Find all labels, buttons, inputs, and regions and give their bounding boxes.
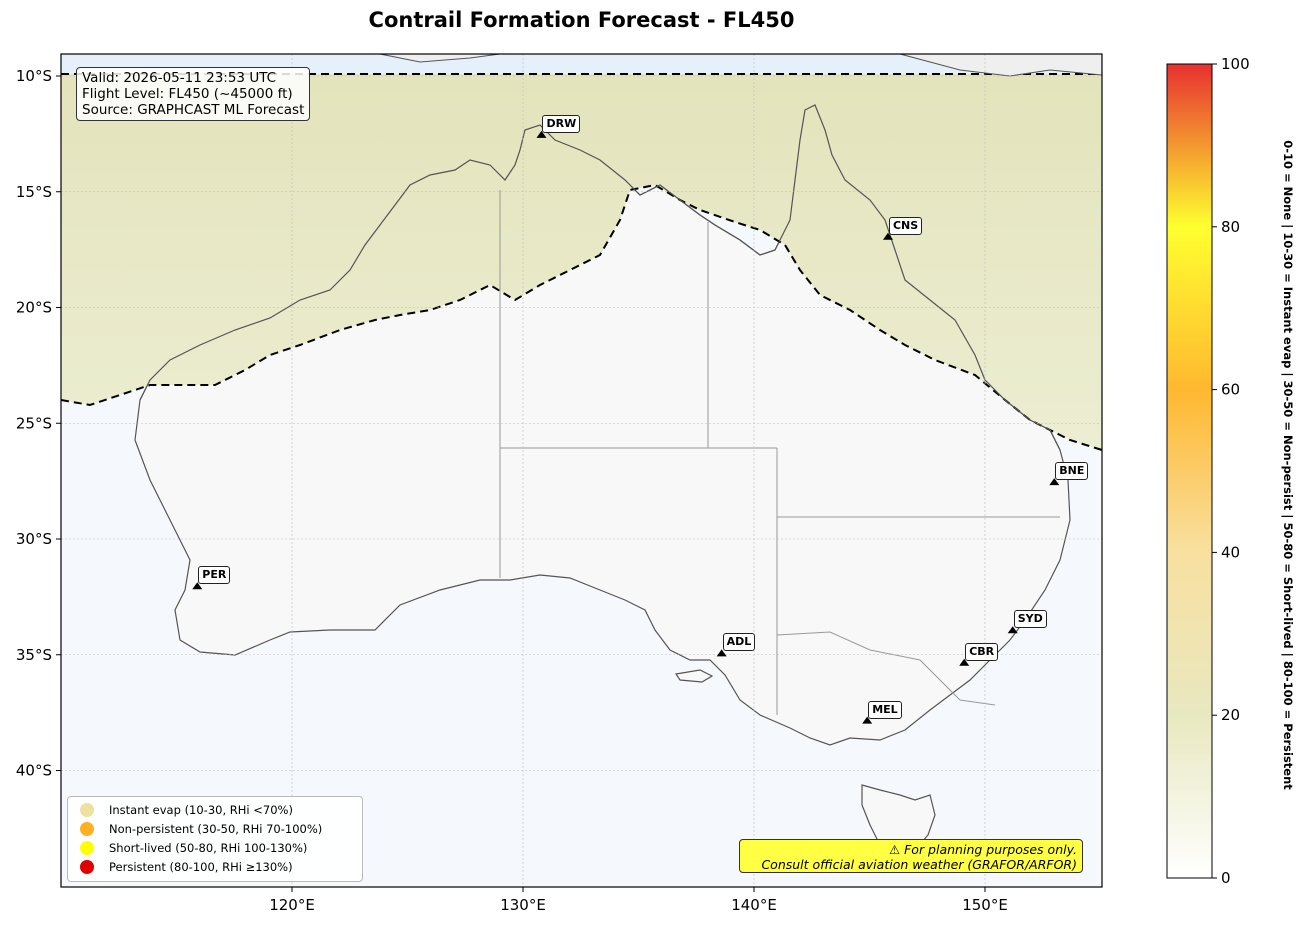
latitude-tick-label: 40°S bbox=[16, 762, 52, 780]
city-marker-icon bbox=[536, 130, 547, 138]
legend-item: Persistent (80-100, RHi ≥130%) bbox=[80, 858, 293, 876]
latitude-tick-label: 35°S bbox=[16, 646, 52, 664]
tasmania bbox=[861, 784, 936, 856]
colorbar-title: 0-10 = None | 10-30 = Instant evap | 30-… bbox=[1281, 140, 1295, 790]
city-label-syd: SYD bbox=[1013, 610, 1047, 629]
legend-swatch bbox=[80, 803, 94, 817]
city-marker-icon bbox=[1007, 626, 1018, 634]
legend-label: Non-persistent (30-50, RHi 70-100%) bbox=[109, 822, 323, 836]
city-marker-icon bbox=[882, 232, 893, 240]
legend-label: Instant evap (10-30, RHi <70%) bbox=[109, 803, 293, 817]
city-label-adl: ADL bbox=[722, 633, 756, 652]
latitude-tick-label: 15°S bbox=[16, 183, 52, 201]
flight-level: Flight Level: FL450 (~45000 ft) bbox=[82, 86, 293, 102]
disclaimer-line: Consult official aviation weather (GRAFO… bbox=[761, 857, 1077, 872]
legend-swatch bbox=[80, 841, 94, 855]
info-box: Valid: 2026-05-11 23:53 UTC Flight Level… bbox=[76, 67, 311, 121]
city-marker-icon bbox=[716, 649, 727, 657]
longitude-tick-label: 140°E bbox=[731, 896, 777, 914]
colorbar-tick-label: 100 bbox=[1221, 55, 1250, 73]
latitude-tick-label: 10°S bbox=[16, 67, 52, 85]
city-marker-icon bbox=[1049, 478, 1060, 486]
legend-swatch bbox=[80, 822, 94, 836]
latitude-tick-label: 25°S bbox=[16, 414, 52, 432]
city-label-cbr: CBR bbox=[965, 642, 999, 661]
contrail-boundary bbox=[61, 183, 1102, 451]
colorbar-tick-label: 60 bbox=[1221, 381, 1240, 399]
city-label-mel: MEL bbox=[868, 700, 902, 719]
map-frame bbox=[60, 53, 1103, 888]
latitude-ticks: 10°S 15°S 20°S 25°S 30°S 35°S 40°S bbox=[16, 67, 61, 780]
data-source: Source: GRAPHCAST ML Forecast bbox=[82, 102, 305, 118]
city-label-per: PER bbox=[198, 566, 231, 585]
city-markers bbox=[192, 130, 1060, 724]
colorbar-tick-label: 0 bbox=[1221, 869, 1231, 887]
longitude-ticks: 120°E 130°E 140°E 150°E bbox=[269, 887, 1008, 914]
contrail-instant-evap-region bbox=[61, 74, 1102, 450]
latitude-tick-label: 20°S bbox=[16, 299, 52, 317]
city-marker-icon bbox=[862, 716, 873, 724]
city-label-drw: DRW bbox=[542, 114, 581, 133]
city-marker-icon bbox=[192, 582, 203, 590]
legend-item: Instant evap (10-30, RHi <70%) bbox=[80, 801, 293, 819]
colorbar-tick-label: 20 bbox=[1221, 706, 1240, 724]
longitude-tick-label: 150°E bbox=[962, 896, 1008, 914]
colorbar-tick-label: 40 bbox=[1221, 543, 1240, 561]
city-label-bne: BNE bbox=[1055, 462, 1089, 481]
legend-item: Short-lived (50-80, RHi 100-130%) bbox=[80, 839, 307, 857]
disclaimer-line: ⚠ For planning purposes only. bbox=[889, 842, 1077, 857]
city-label-cns: CNS bbox=[888, 216, 923, 235]
legend-item: Non-persistent (30-50, RHi 70-100%) bbox=[80, 820, 322, 838]
city-marker-icon bbox=[959, 658, 970, 666]
longitude-tick-label: 120°E bbox=[269, 896, 315, 914]
legend-label: Persistent (80-100, RHi ≥130%) bbox=[109, 860, 293, 874]
valid-time: Valid: 2026-05-11 23:53 UTC bbox=[82, 70, 277, 86]
longitude-tick-label: 130°E bbox=[500, 896, 546, 914]
legend: Instant evap (10-30, RHi <70%) Non-persi… bbox=[67, 796, 363, 882]
disclaimer-box: ⚠ For planning purposes only. Consult of… bbox=[739, 839, 1083, 873]
colorbar bbox=[1166, 63, 1213, 879]
colorbar-ticks: 0 20 40 60 80 100 bbox=[1212, 55, 1250, 887]
legend-swatch bbox=[80, 860, 94, 874]
colorbar-tick-label: 80 bbox=[1221, 218, 1240, 236]
legend-label: Short-lived (50-80, RHi 100-130%) bbox=[109, 841, 308, 855]
chart-title: Contrail Formation Forecast - FL450 bbox=[368, 8, 795, 32]
latitude-tick-label: 30°S bbox=[16, 530, 52, 548]
